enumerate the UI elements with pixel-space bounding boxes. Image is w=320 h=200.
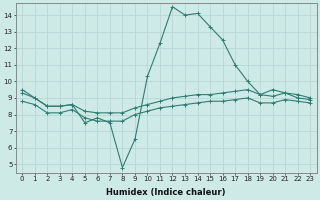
X-axis label: Humidex (Indice chaleur): Humidex (Indice chaleur) — [107, 188, 226, 197]
